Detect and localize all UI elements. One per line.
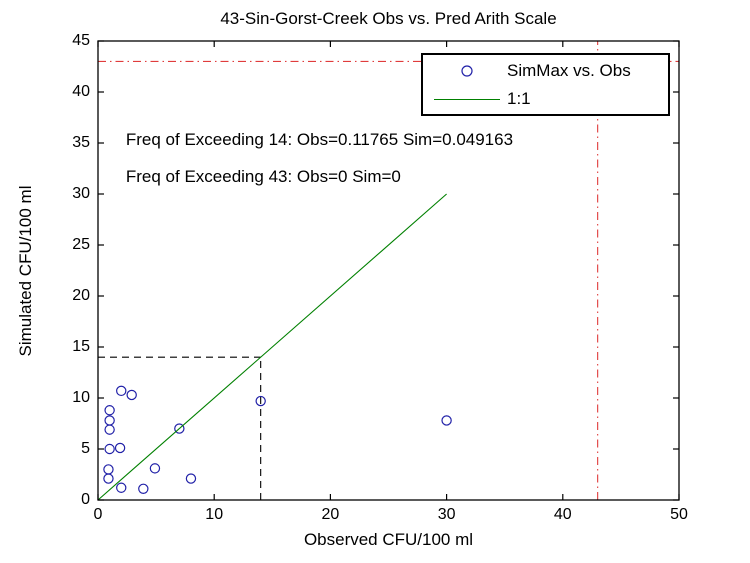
y-tick-label: 25 (72, 236, 90, 253)
annotation-freq-exceeding-14: Freq of Exceeding 14: Obs=0.11765 Sim=0.… (125, 129, 514, 149)
y-tick-label: 35 (72, 134, 90, 151)
x-tick-label: 50 (670, 506, 688, 523)
x-axis-label: Observed CFU/100 ml (303, 530, 474, 549)
data-point (104, 424, 115, 435)
data-point (104, 443, 115, 455)
y-tick-label: 40 (72, 83, 90, 100)
data-point (255, 395, 266, 407)
chart-title: 43-Sin-Gorst-Creek Obs vs. Pred Arith Sc… (220, 9, 557, 28)
legend-circle-marker-icon (433, 57, 501, 85)
x-tick-label: 30 (437, 506, 456, 523)
y-tick-label: 0 (81, 491, 90, 508)
x-tick-label: 0 (93, 506, 103, 523)
data-point (126, 389, 137, 401)
data-point (116, 482, 127, 493)
data-point (114, 442, 126, 454)
y-tick-label: 10 (72, 389, 90, 406)
data-point (103, 473, 114, 484)
data-point (174, 423, 185, 434)
annotation-freq-exceeding-43: Freq of Exceeding 43: Obs=0 Sim=0 (125, 166, 401, 186)
data-point (116, 385, 127, 397)
y-tick-label: 20 (72, 287, 90, 304)
data-point (104, 415, 115, 426)
legend-label-one-to-one: 1:1 (507, 89, 531, 108)
x-tick-label: 10 (205, 506, 224, 523)
y-tick-label: 15 (72, 338, 90, 355)
y-axis-label: Simulated CFU/100 ml (16, 185, 35, 357)
y-tick-label: 30 (72, 185, 90, 202)
x-tick-label: 20 (321, 506, 340, 523)
data-point (149, 463, 161, 474)
legend: SimMax vs. Obs 1:1 (421, 53, 670, 116)
one-to-one-line (97, 193, 447, 501)
data-point (103, 464, 114, 475)
legend-label-simmax-vs-obs: SimMax vs. Obs (507, 61, 631, 80)
y-tick-label: 45 (72, 32, 90, 49)
data-point (138, 483, 149, 494)
legend-line-sample-icon (433, 85, 501, 113)
plot-frame (97, 40, 680, 501)
data-point (104, 405, 115, 416)
x-tick-label: 40 (553, 506, 572, 523)
data-point (441, 415, 452, 426)
data-point (185, 473, 197, 484)
y-tick-label: 5 (81, 440, 90, 457)
